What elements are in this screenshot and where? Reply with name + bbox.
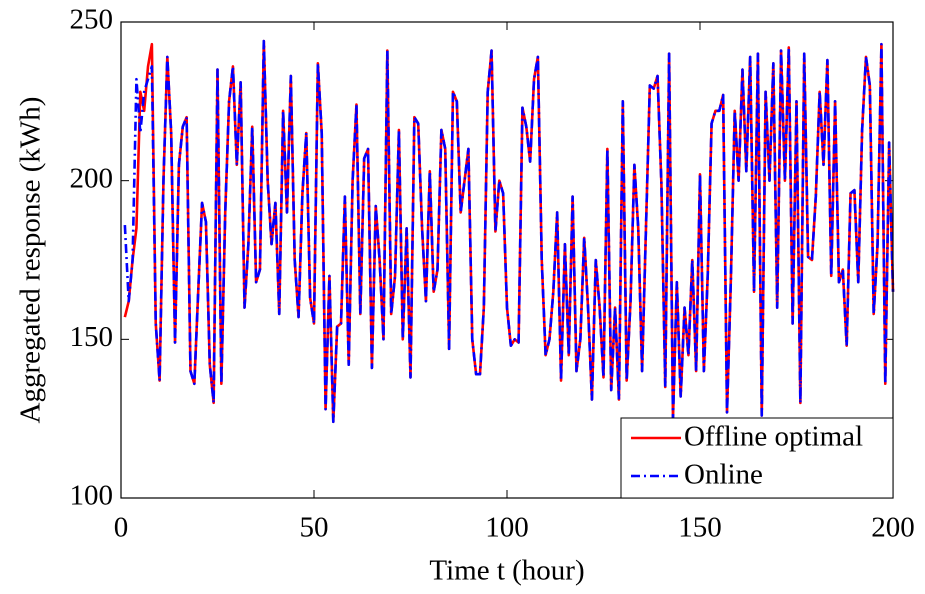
legend-label: Offline optimal — [684, 421, 863, 453]
y-tick-label: 150 — [70, 321, 114, 353]
x-axis-label: Time t (hour) — [429, 555, 584, 587]
y-axis-label: Aggregated response (kWh) — [15, 97, 47, 424]
legend-label: Online — [684, 459, 763, 491]
x-tick-label: 0 — [114, 512, 129, 544]
x-tick-label: 150 — [678, 512, 722, 544]
data-line — [123, 39, 895, 424]
y-tick-label: 100 — [70, 480, 114, 512]
plot-frame — [120, 21, 894, 499]
x-tick-label: 50 — [300, 512, 329, 544]
y-tick-label: 200 — [70, 162, 114, 194]
x-tick-label: 200 — [871, 512, 915, 544]
x-tick-label: 100 — [485, 512, 529, 544]
y-tick-label: 250 — [70, 4, 114, 36]
legend-box — [620, 417, 894, 499]
